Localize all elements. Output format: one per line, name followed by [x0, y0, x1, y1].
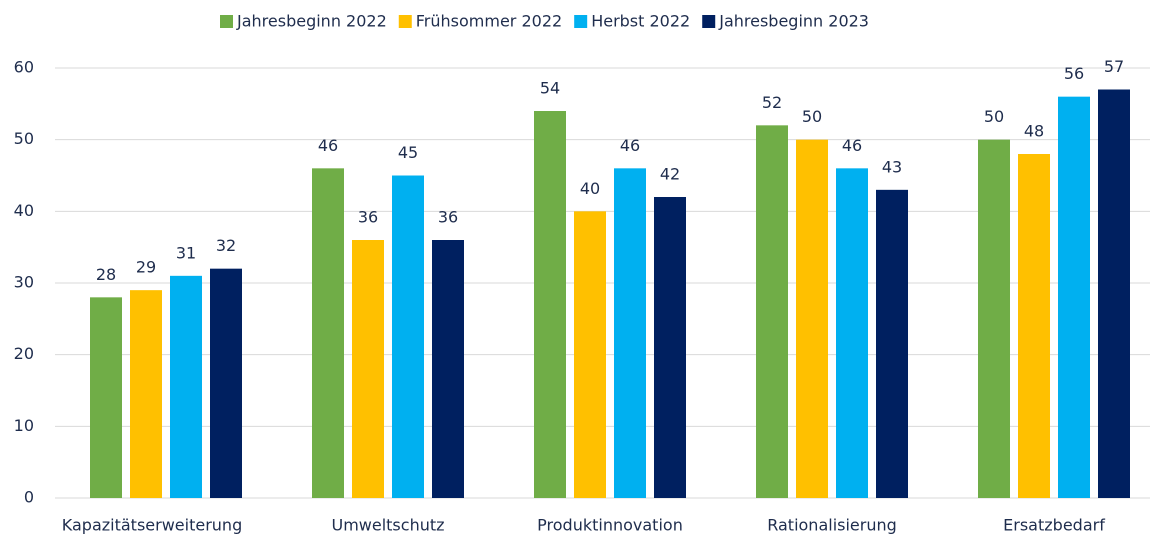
y-tick-label: 30	[14, 273, 34, 292]
y-tick-label: 20	[14, 344, 34, 363]
bar	[1058, 96, 1090, 499]
bar	[836, 168, 868, 499]
data-label: 56	[1064, 64, 1084, 83]
data-label: 52	[762, 93, 782, 112]
data-label: 28	[96, 265, 116, 284]
bar	[392, 175, 424, 498]
data-label: 45	[398, 143, 418, 162]
bar	[534, 111, 566, 498]
bar	[1018, 154, 1050, 498]
bar	[796, 139, 828, 498]
x-tick-label: Ersatzbedarf	[1003, 516, 1105, 535]
bar	[614, 168, 646, 499]
data-label: 50	[984, 107, 1004, 126]
x-tick-label: Kapazitätserweiterung	[62, 516, 242, 535]
data-label: 36	[438, 208, 458, 227]
data-label: 50	[802, 107, 822, 126]
bar	[574, 211, 606, 499]
y-tick-label: 0	[24, 488, 34, 507]
data-label: 48	[1024, 122, 1044, 141]
y-tick-label: 60	[14, 58, 34, 77]
data-label: 46	[842, 136, 862, 155]
bar	[352, 240, 384, 498]
bar	[170, 275, 202, 498]
x-tick-label: Produktinnovation	[537, 516, 683, 535]
legend-swatch	[702, 15, 716, 28]
legend-swatch	[220, 15, 233, 28]
bar	[876, 189, 908, 499]
data-label: 43	[882, 157, 902, 176]
bar	[1098, 89, 1130, 498]
bar	[432, 240, 464, 498]
y-tick-label: 50	[14, 129, 34, 148]
legend-label: Jahresbeginn 2023	[718, 12, 869, 31]
bar	[756, 125, 788, 498]
legend-label: Frühsommer 2022	[416, 12, 562, 31]
legend-label: Jahresbeginn 2022	[236, 12, 387, 31]
bar	[312, 168, 344, 499]
y-tick-label: 40	[14, 201, 34, 220]
data-label: 31	[176, 243, 196, 262]
data-label: 32	[216, 236, 236, 255]
x-tick-label: Rationalisierung	[767, 516, 897, 535]
data-label: 46	[318, 136, 338, 155]
data-label: 54	[540, 79, 560, 98]
y-tick-label: 10	[14, 416, 34, 435]
data-label: 40	[580, 179, 600, 198]
legend-swatch	[398, 15, 412, 28]
bar	[210, 268, 242, 498]
bar	[978, 139, 1010, 498]
bar	[90, 297, 122, 498]
bar	[654, 197, 686, 498]
legend-label: Herbst 2022	[591, 12, 690, 31]
data-label: 57	[1104, 57, 1124, 76]
legend-swatch	[574, 15, 588, 28]
data-label: 29	[136, 258, 156, 277]
data-label: 42	[660, 165, 680, 184]
data-label: 46	[620, 136, 640, 155]
data-label: 36	[358, 208, 378, 227]
x-tick-label: Umweltschutz	[331, 516, 444, 535]
bar	[130, 290, 162, 498]
